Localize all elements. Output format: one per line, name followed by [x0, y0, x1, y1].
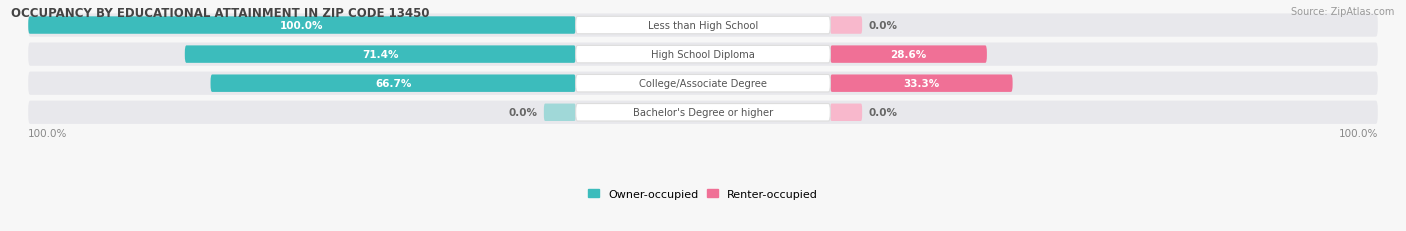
Text: College/Associate Degree: College/Associate Degree	[638, 79, 768, 89]
FancyBboxPatch shape	[831, 46, 987, 64]
FancyBboxPatch shape	[831, 104, 862, 122]
FancyBboxPatch shape	[28, 43, 1378, 67]
Text: Source: ZipAtlas.com: Source: ZipAtlas.com	[1291, 7, 1395, 17]
FancyBboxPatch shape	[575, 17, 831, 35]
Text: Bachelor's Degree or higher: Bachelor's Degree or higher	[633, 108, 773, 118]
Text: 0.0%: 0.0%	[509, 108, 537, 118]
FancyBboxPatch shape	[28, 17, 575, 35]
FancyBboxPatch shape	[211, 75, 575, 92]
Text: 0.0%: 0.0%	[869, 21, 897, 31]
Text: 100.0%: 100.0%	[1339, 129, 1378, 139]
Text: High School Diploma: High School Diploma	[651, 50, 755, 60]
FancyBboxPatch shape	[28, 14, 1378, 37]
Text: OCCUPANCY BY EDUCATIONAL ATTAINMENT IN ZIP CODE 13450: OCCUPANCY BY EDUCATIONAL ATTAINMENT IN Z…	[11, 7, 430, 20]
Text: 100.0%: 100.0%	[28, 129, 67, 139]
Text: Less than High School: Less than High School	[648, 21, 758, 31]
Text: 0.0%: 0.0%	[869, 108, 897, 118]
FancyBboxPatch shape	[184, 46, 575, 64]
FancyBboxPatch shape	[544, 104, 575, 122]
Text: 71.4%: 71.4%	[361, 50, 398, 60]
Text: 100.0%: 100.0%	[280, 21, 323, 31]
Text: 66.7%: 66.7%	[375, 79, 412, 89]
FancyBboxPatch shape	[831, 17, 862, 35]
FancyBboxPatch shape	[831, 75, 1012, 92]
FancyBboxPatch shape	[575, 46, 831, 64]
FancyBboxPatch shape	[575, 75, 831, 92]
FancyBboxPatch shape	[28, 101, 1378, 124]
Text: 33.3%: 33.3%	[903, 79, 939, 89]
Legend: Owner-occupied, Renter-occupied: Owner-occupied, Renter-occupied	[583, 185, 823, 204]
Text: 28.6%: 28.6%	[890, 50, 927, 60]
FancyBboxPatch shape	[28, 72, 1378, 95]
FancyBboxPatch shape	[575, 104, 831, 122]
